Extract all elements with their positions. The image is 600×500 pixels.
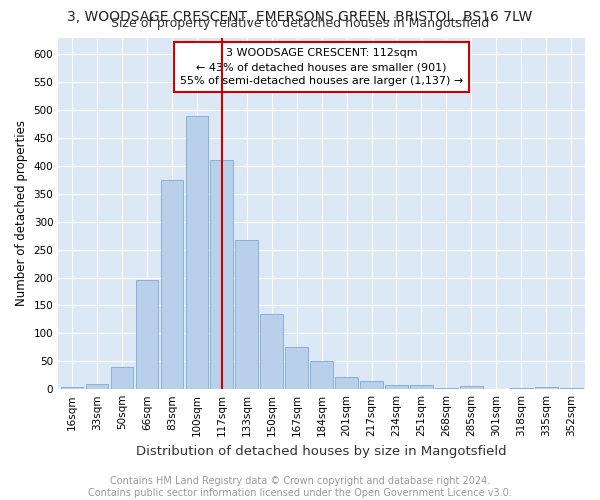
Bar (235, 240, 258, 389)
Text: Contains HM Land Registry data © Crown copyright and database right 2024.
Contai: Contains HM Land Registry data © Crown c… (88, 476, 512, 498)
Bar (136, 280, 158, 389)
Bar (61, 387, 83, 389)
Text: 3 WOODSAGE CRESCENT: 112sqm
← 43% of detached houses are smaller (901)
55% of se: 3 WOODSAGE CRESCENT: 112sqm ← 43% of det… (180, 48, 463, 86)
Text: 3, WOODSAGE CRESCENT, EMERSONS GREEN, BRISTOL, BS16 7LW: 3, WOODSAGE CRESCENT, EMERSONS GREEN, BR… (67, 10, 533, 24)
Bar (460, 386, 482, 389)
Bar (286, 348, 308, 389)
Bar (560, 388, 583, 389)
Y-axis label: Number of detached properties: Number of detached properties (15, 120, 28, 306)
Bar (385, 386, 408, 389)
Bar (110, 367, 133, 389)
Bar (260, 314, 283, 389)
Bar (86, 384, 108, 389)
Bar (360, 382, 383, 389)
X-axis label: Distribution of detached houses by size in Mangotsfield: Distribution of detached houses by size … (136, 444, 507, 458)
Bar (211, 160, 233, 389)
Text: Size of property relative to detached houses in Mangotsfield: Size of property relative to detached ho… (111, 18, 489, 30)
Bar (310, 362, 333, 389)
Bar (161, 180, 183, 389)
Bar (410, 386, 433, 389)
Bar (510, 388, 533, 389)
Bar (535, 387, 557, 389)
Bar (185, 116, 208, 389)
Bar (435, 388, 458, 389)
Bar (335, 378, 358, 389)
